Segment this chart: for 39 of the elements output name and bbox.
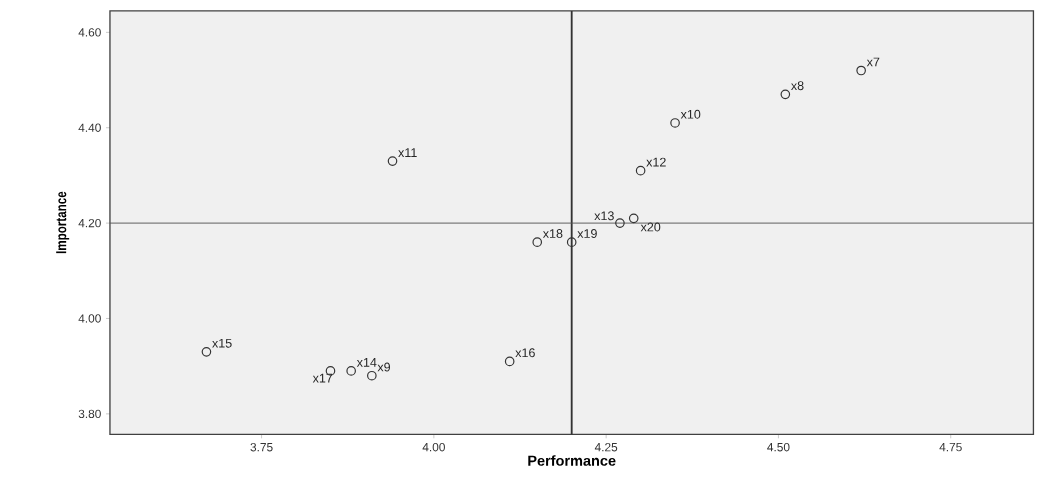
point (532, 237, 543, 248)
y-tick-label: 4.20 (78, 218, 101, 228)
annotation: x12 (646, 157, 666, 167)
point (856, 65, 866, 76)
annotation: x18 (542, 229, 563, 239)
y-tick-label: 4.60 (78, 28, 101, 37)
point (628, 213, 639, 224)
x-tick-label: 4.25 (594, 443, 618, 452)
x-tick-label: 4.75 (939, 443, 962, 452)
point (670, 118, 680, 128)
point (635, 165, 646, 176)
point (566, 237, 577, 248)
annotation: x19 (577, 229, 597, 239)
point (615, 218, 625, 228)
annotation: x17 (312, 373, 333, 383)
y-tick-label: 4.40 (78, 123, 101, 132)
annotation: x20 (640, 222, 661, 232)
y-tick-label: 3.80 (78, 409, 101, 419)
annotation: x9 (377, 362, 391, 372)
point (504, 356, 515, 367)
x-tick-label: 4.50 (767, 443, 790, 452)
point (780, 89, 791, 100)
annotation: x13 (594, 211, 614, 221)
annotation: x7 (866, 57, 880, 67)
point (346, 366, 356, 376)
x-tick-label: 3.75 (250, 443, 273, 452)
annotation: x14 (356, 358, 377, 367)
x-axis-title: Performance (528, 455, 616, 466)
x-tick-label: 4.00 (422, 443, 445, 452)
annotation: x16 (515, 348, 535, 358)
annotation: x10 (680, 109, 701, 119)
y-axis-title: Importance (56, 191, 70, 254)
point (387, 156, 398, 166)
annotation: x11 (398, 148, 417, 157)
annotation: x8 (791, 81, 804, 91)
point (367, 370, 377, 381)
y-tick-label: 4.00 (78, 314, 101, 323)
point (201, 347, 212, 357)
annotation: x15 (212, 338, 232, 348)
